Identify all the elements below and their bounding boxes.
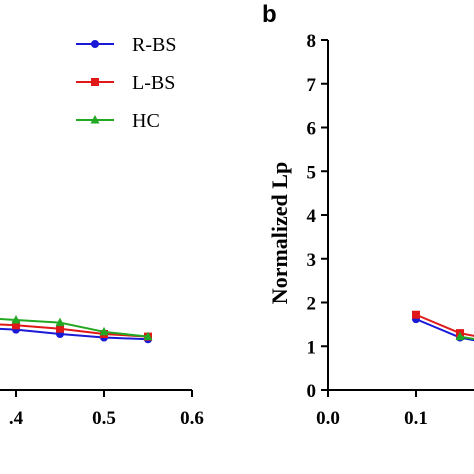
panel-b-label: b <box>262 1 277 28</box>
panel-a-x-tick-label: 0.5 <box>92 408 116 429</box>
legend-marker <box>90 115 100 124</box>
panel-b-data-point <box>412 310 420 319</box>
panel-a-series-line-r-bs <box>0 327 149 341</box>
panel-a-x-tick-label: 0.6 <box>180 408 204 429</box>
panel-b-x-tick-label: 0.1 <box>404 408 428 429</box>
panel-a-data-point <box>12 321 20 330</box>
panel-b-y-tick-label: 5 <box>307 162 317 183</box>
legend-marker <box>91 78 99 86</box>
panel-a-data-point <box>55 317 65 327</box>
panel-a-data-point <box>99 326 109 336</box>
panel-a: .4 0.5 0.6 <box>0 315 204 429</box>
panel-a-x-tick-label: .4 <box>9 408 24 429</box>
panel-b-y-axis-label: Normalized Lp <box>267 162 292 304</box>
panel-a-data-point <box>143 331 153 341</box>
legend-marker <box>91 40 99 48</box>
panel-b-series-line-hc <box>459 335 474 341</box>
panel-b-y-tick-label: 2 <box>307 294 317 315</box>
legend-label: HC <box>132 110 160 132</box>
panel-a-data-point <box>11 315 21 324</box>
panel-a-data-point <box>56 324 64 333</box>
panel-b-y-tick-label: 6 <box>307 119 317 140</box>
panel-b-y-tick-label: 7 <box>307 75 317 96</box>
panel-b-y-tick-label: 3 <box>307 250 317 271</box>
panel-b-y-tick-label: 0 <box>307 381 317 402</box>
panel-b-data-point <box>455 331 465 341</box>
legend: R-BS L-BS HC <box>76 34 176 132</box>
panel-b-x-tick-label: 0.0 <box>316 408 340 429</box>
panel-b: b 0 1 2 3 4 5 6 7 8 0.0 0.1 Normalized Lp <box>262 1 474 429</box>
legend-label: R-BS <box>132 34 176 56</box>
panel-b-y-tick-label: 4 <box>307 206 317 227</box>
panel-b-series-line-r-bs <box>415 318 474 342</box>
panel-b-y-tick-label: 1 <box>307 337 317 358</box>
legend-label: L-BS <box>132 72 175 94</box>
panel-b-y-tick-label: 8 <box>307 31 317 52</box>
